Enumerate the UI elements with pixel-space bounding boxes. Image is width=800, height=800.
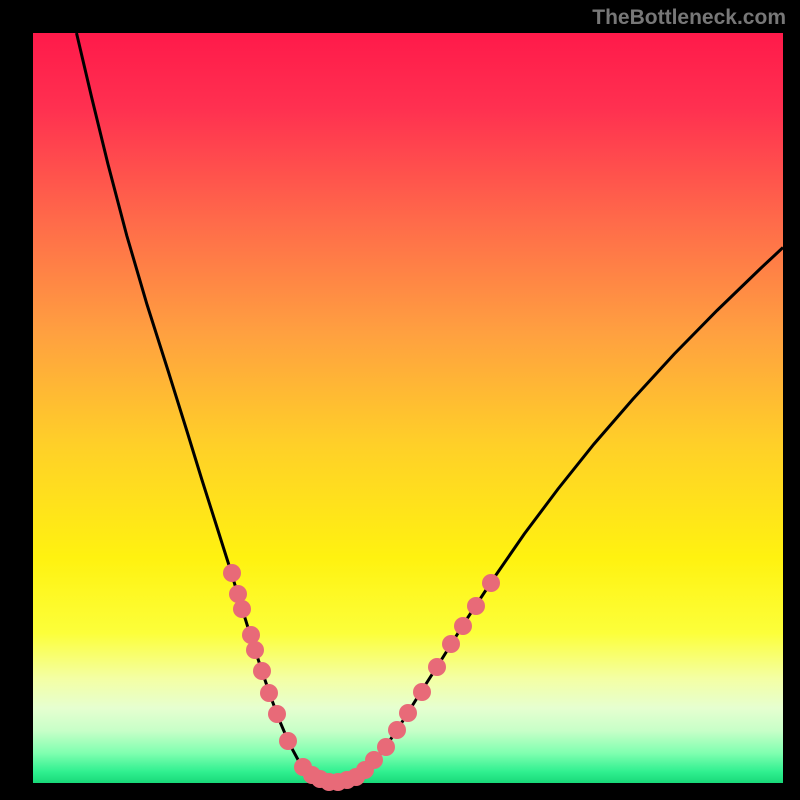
data-marker: [377, 738, 395, 756]
data-marker: [260, 684, 278, 702]
chart-plot-area: [33, 33, 783, 783]
data-marker: [388, 721, 406, 739]
watermark-text: TheBottleneck.com: [592, 6, 786, 30]
bottleneck-curve: [33, 33, 783, 783]
data-marker: [454, 617, 472, 635]
curve-right-branch: [333, 248, 783, 783]
data-marker: [253, 662, 271, 680]
curve-left-branch: [77, 33, 334, 782]
data-marker: [482, 574, 500, 592]
data-marker: [233, 600, 251, 618]
data-marker: [413, 683, 431, 701]
data-marker: [428, 658, 446, 676]
data-marker: [399, 704, 417, 722]
data-marker: [442, 635, 460, 653]
data-marker: [246, 641, 264, 659]
data-marker: [223, 564, 241, 582]
data-marker: [279, 732, 297, 750]
data-marker: [467, 597, 485, 615]
data-marker: [268, 705, 286, 723]
